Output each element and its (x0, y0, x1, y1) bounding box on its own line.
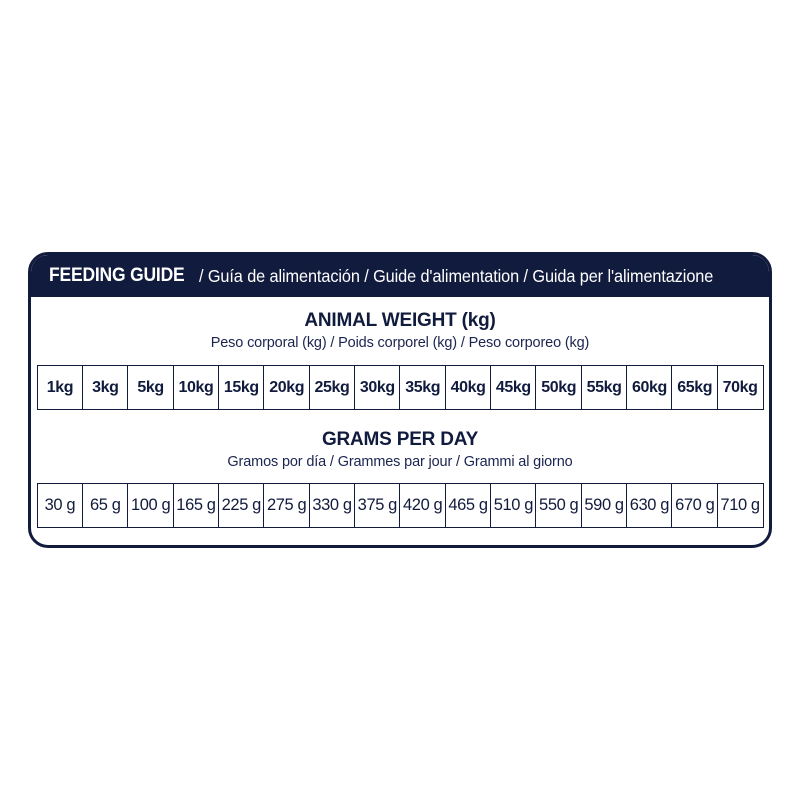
grams-per-day-subtitle: Gramos por día / Grammes par jour / Gram… (227, 454, 573, 471)
animal-weight-cell: 45kg (489, 365, 537, 411)
animal-weight-cell: 40kg (444, 365, 492, 411)
grams-per-day-cell: 30 g (36, 483, 84, 529)
feeding-guide-panel: FEEDING GUIDE / Guía de alimentación / G… (28, 252, 772, 548)
feeding-guide-body: ANIMAL WEIGHT (kg) Peso corporal (kg) / … (31, 297, 769, 545)
grams-per-day-cell: 330 g (308, 483, 356, 529)
animal-weight-cell: 55kg (580, 365, 628, 411)
grams-per-day-cell: 225 g (217, 483, 265, 529)
grams-per-day-cell: 275 g (263, 483, 311, 529)
grams-per-day-cell: 465 g (444, 483, 492, 529)
grams-per-day-cell: 550 g (535, 483, 583, 529)
grams-per-day-heading-group: GRAMS PER DAY Gramos por día / Grammes p… (31, 430, 769, 470)
animal-weight-cell: 25kg (308, 365, 356, 411)
animal-weight-cell: 15kg (217, 365, 265, 411)
animal-weight-cell: 50kg (535, 365, 583, 411)
animal-weight-heading-group: ANIMAL WEIGHT (kg) Peso corporal (kg) / … (31, 311, 769, 351)
grams-per-day-cell: 100 g (127, 483, 175, 529)
grams-per-day-cell: 420 g (399, 483, 447, 529)
header-subtitle-translations: / Guía de alimentación / Guide d'aliment… (199, 265, 714, 286)
animal-weight-subtitle: Peso corporal (kg) / Poids corporel (kg)… (210, 334, 590, 351)
animal-weight-cell: 1kg (36, 365, 84, 411)
animal-weight-cell: 5kg (127, 365, 175, 411)
animal-weight-cell: 20kg (263, 365, 311, 411)
grams-per-day-cell: 670 g (671, 483, 719, 529)
animal-weight-cell: 30kg (353, 365, 401, 411)
grams-per-day-cell: 590 g (580, 483, 628, 529)
grams-per-day-row: 30 g 65 g 100 g 165 g 225 g 275 g 330 g 375 g 42… (36, 483, 764, 529)
animal-weight-cell: 65kg (671, 365, 719, 411)
grams-per-day-title: GRAMS PER DAY (321, 429, 479, 451)
animal-weight-cell: 3kg (81, 365, 129, 411)
grams-per-day-cell: 165 g (172, 483, 220, 529)
animal-weight-cell: 10kg (172, 365, 220, 411)
grams-per-day-cell: 710 g (716, 483, 764, 529)
header-title: FEEDING GUIDE (49, 265, 185, 286)
animal-weight-cell: 35kg (399, 365, 447, 411)
animal-weight-row: 1kg 3kg 5kg 10kg 15kg 20kg 25kg 30kg 35kg 40kg 45k… (36, 365, 764, 411)
animal-weight-cell: 70kg (716, 365, 764, 411)
feeding-guide-header: FEEDING GUIDE / Guía de alimentación / G… (31, 255, 769, 297)
grams-per-day-cell: 510 g (489, 483, 537, 529)
grams-per-day-cell: 65 g (81, 483, 129, 529)
grams-per-day-cell: 630 g (625, 483, 673, 529)
grams-per-day-cell: 375 g (353, 483, 401, 529)
animal-weight-cell: 60kg (625, 365, 673, 411)
animal-weight-title: ANIMAL WEIGHT (kg) (304, 310, 496, 331)
